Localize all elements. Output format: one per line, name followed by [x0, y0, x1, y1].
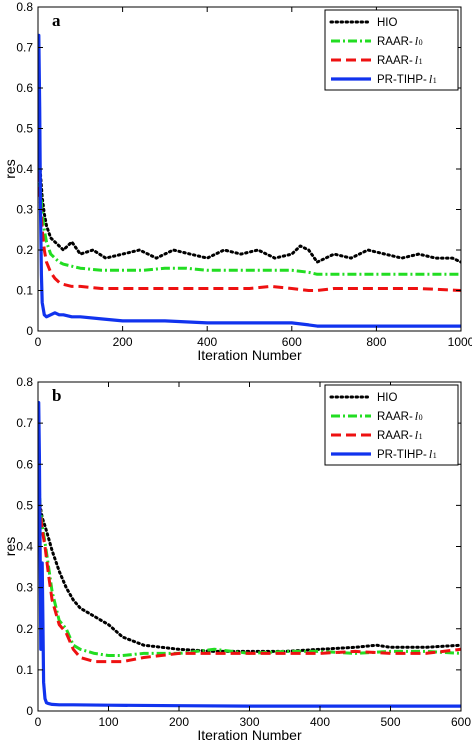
panel-b-legend: HIO RAAR-l0 RAAR-l1 PR-TIHP-l1 — [324, 384, 459, 466]
panel-b-legend-label-raar-l0: RAAR-l0 — [377, 409, 423, 423]
panel-b-chart: 0 100 200 300 400 500 600 0 0.1 0.2 0.3 0.4 0.5 0.6 0.… — [2, 375, 471, 743]
panel-a-chart: 0 200 400 600 800 1000 0 0.1 0.2 0.3 0.4 0.5 0.6 0.7 0… — [2, 0, 472, 363]
panel-a-legend: HIO RAAR-l0 RAAR-l1 PR-TIHP-l1 — [324, 9, 459, 91]
panel-b-x-tick-label: 100 — [98, 715, 118, 729]
panel-b-y-tick-label: 0.1 — [16, 663, 33, 677]
panel-b-y-tick-label: 0.6 — [16, 457, 33, 471]
panel-b-x-axis-label: Iteration Number — [197, 727, 302, 743]
panel-a-series-hio-line — [38, 163, 461, 264]
panel-b-y-tick-label: 0.4 — [16, 540, 33, 554]
panel-b-y-tick-label: 0 — [26, 704, 33, 718]
panel-a-label: a — [52, 11, 61, 30]
panel-b-series-raar-l0-line — [38, 464, 461, 657]
panel-b-x-tick-label: 200 — [169, 715, 189, 729]
panel-b-y-tick-label: 0.8 — [16, 375, 33, 389]
panel-a-x-tick-label: 400 — [197, 335, 217, 349]
panel-b-x-tick-label: 600 — [451, 715, 471, 729]
panel-b-y-axis-label: res — [2, 537, 18, 556]
panel-a-y-tick-label: 0.6 — [16, 81, 33, 95]
panel-b-legend-label-pr-tihp-l1: PR-TIHP-l1 — [377, 447, 437, 461]
panel-a-y-tick-label: 0.3 — [16, 203, 33, 217]
panel-a-y-tick-label: 0.8 — [16, 0, 33, 14]
panel-a-legend-label-raar-l0: RAAR-l0 — [377, 34, 423, 48]
panel-a-y-axis-label: res — [2, 159, 18, 178]
panel-a-y-tick-label: 0 — [26, 324, 33, 338]
panel-a-y-tick-label: 0.5 — [16, 122, 33, 136]
panel-a-y-tick-label: 0.1 — [16, 284, 33, 298]
panel-b-series-pr-tihp-l1-line — [38, 401, 461, 708]
panel-b-x-tick-label: 300 — [239, 715, 259, 729]
panel-a-series-raar-l1-line — [38, 156, 461, 292]
panel-a-legend-label-raar-l1: RAAR-l1 — [377, 53, 423, 67]
panel-a-series-raar-l0-line — [38, 148, 461, 276]
panel-b-y-tick-label: 0.7 — [16, 416, 33, 430]
panel-b-x-tick-label: 0 — [35, 715, 42, 729]
panel-a-x-axis-label: Iteration Number — [197, 347, 302, 363]
panel-a-series-group — [38, 33, 461, 328]
panel-a-x-tick-label: 1000 — [448, 335, 472, 349]
panel-b-y-tick-label: 0.3 — [16, 581, 33, 595]
panel-b-x-tick-label: 400 — [310, 715, 330, 729]
panel-a-legend-label-pr-tihp-l1: PR-TIHP-l1 — [377, 72, 437, 86]
panel-b-series-hio-line — [38, 483, 461, 653]
panel-a-y-tick-label: 0.4 — [16, 162, 33, 176]
panel-b-x-tick-label: 500 — [380, 715, 400, 729]
panel-a-series-pr-tihp-l1-line — [38, 33, 461, 328]
panel-b-y-tick-label: 0.2 — [16, 622, 33, 636]
panel-b-series-group — [38, 401, 461, 708]
panel-a-x-tick-label: 0 — [35, 335, 42, 349]
panel-a-x-tick-label: 200 — [113, 335, 133, 349]
panel-b-legend-label-hio: HIO — [377, 392, 398, 404]
panel-b-series-raar-l1-line — [38, 472, 461, 664]
panel-a-y-tick-label: 0.7 — [16, 41, 33, 55]
panel-a-y-tick-label: 0.2 — [16, 243, 33, 257]
panel-b-label: b — [52, 386, 61, 405]
panel-a-x-tick-label: 600 — [282, 335, 302, 349]
panel-b-y-tick-label: 0.5 — [16, 498, 33, 512]
panel-a-x-tick-label: 800 — [366, 335, 386, 349]
panel-b-legend-label-raar-l1: RAAR-l1 — [377, 428, 423, 442]
panel-a-legend-label-hio: HIO — [377, 17, 398, 29]
